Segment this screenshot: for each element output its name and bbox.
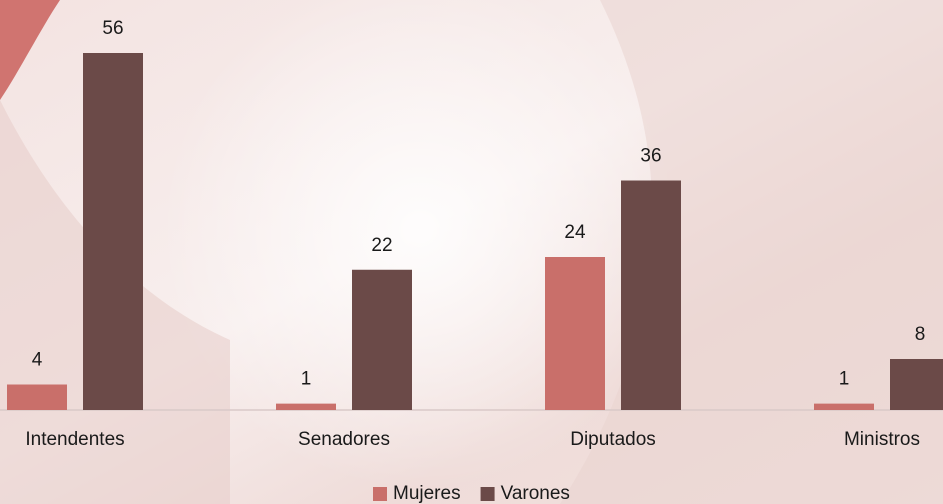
legend-swatch <box>373 487 387 501</box>
value-label: 22 <box>371 235 392 256</box>
value-label: 8 <box>915 324 926 345</box>
x-tick-label: Ministros <box>844 429 920 450</box>
bar <box>890 359 943 410</box>
chart: Intendentes 4 56 Senadores 1 22 Diputados 24 36 M… <box>0 0 943 504</box>
value-label: 56 <box>102 18 123 39</box>
bar <box>352 270 412 410</box>
value-label: 1 <box>301 369 312 390</box>
value-label: 24 <box>564 222 586 243</box>
x-tick-label: Diputados <box>570 429 656 450</box>
legend-swatch <box>481 487 495 501</box>
legend-label: Mujeres <box>393 483 461 504</box>
value-label: 4 <box>32 350 43 371</box>
page: {"chart_data": {"type": "bar", "categori… <box>0 0 943 504</box>
value-label: 1 <box>839 369 850 390</box>
bar <box>814 404 874 410</box>
bar <box>276 404 336 410</box>
bar <box>7 385 67 411</box>
bar <box>83 53 143 410</box>
legend-label: Varones <box>501 483 570 504</box>
bar <box>545 257 605 410</box>
x-tick-label: Intendentes <box>25 429 124 450</box>
x-tick-label: Senadores <box>298 429 390 450</box>
value-label: 36 <box>640 146 661 167</box>
bar <box>621 181 681 411</box>
